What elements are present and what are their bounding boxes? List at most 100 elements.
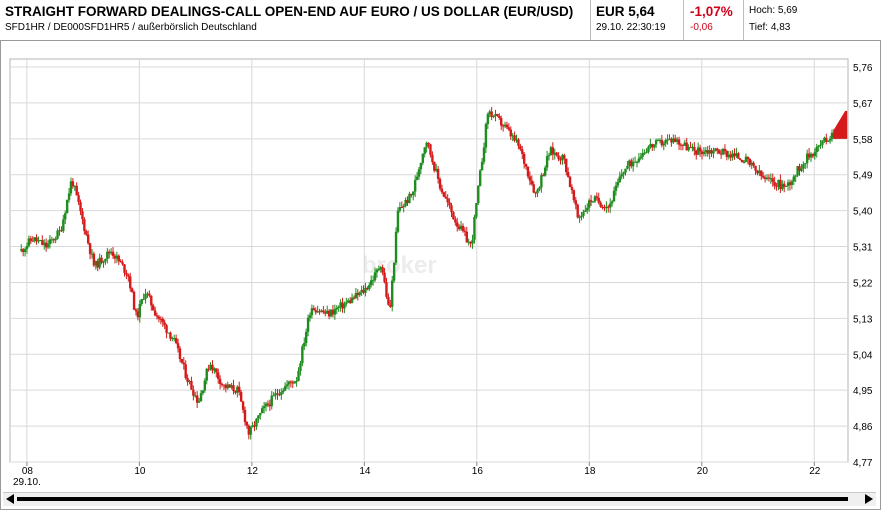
candle bbox=[566, 167, 570, 178]
candle-body bbox=[729, 154, 732, 158]
candle bbox=[352, 295, 356, 300]
candle bbox=[775, 182, 778, 191]
candle-body bbox=[612, 190, 616, 202]
candle bbox=[670, 137, 673, 147]
candle bbox=[169, 331, 172, 342]
candle bbox=[752, 161, 755, 168]
candle-body bbox=[725, 151, 729, 158]
candle-body bbox=[230, 385, 233, 388]
candle-body bbox=[377, 269, 381, 271]
candle-body bbox=[668, 138, 671, 140]
chart-area[interactable]: broker 4,77 4,86 4,95 5,04 5,13 5,22 5,31 5,40 5,… bbox=[0, 41, 881, 491]
scroll-right-icon[interactable] bbox=[865, 494, 873, 504]
candle-body bbox=[348, 300, 352, 303]
candle bbox=[81, 208, 84, 225]
candle-body bbox=[232, 385, 235, 392]
candle bbox=[117, 254, 120, 266]
candle bbox=[444, 190, 447, 200]
candle-body bbox=[582, 211, 585, 216]
candle-body bbox=[56, 230, 59, 239]
candle-body bbox=[350, 297, 354, 303]
candle-body bbox=[303, 343, 306, 347]
x-tick-label: 10 bbox=[134, 466, 146, 477]
change-cell: -1,07% -0,06 bbox=[683, 0, 744, 40]
candle bbox=[742, 160, 746, 164]
candle bbox=[446, 194, 449, 208]
candle-body bbox=[767, 177, 771, 179]
candle bbox=[559, 156, 562, 165]
candle-body bbox=[364, 287, 367, 293]
candle-body bbox=[754, 165, 757, 171]
candle bbox=[48, 235, 52, 249]
candle-body bbox=[706, 150, 709, 154]
scroll-thumb[interactable] bbox=[17, 497, 848, 501]
candle-body bbox=[341, 302, 344, 309]
candle bbox=[712, 147, 715, 159]
candle-body bbox=[69, 181, 73, 194]
candle bbox=[452, 210, 455, 220]
candle bbox=[62, 214, 65, 233]
plot-background bbox=[9, 58, 849, 463]
candle bbox=[660, 134, 664, 148]
candle-body bbox=[52, 239, 55, 241]
candle-body bbox=[119, 260, 122, 263]
candle-body bbox=[387, 296, 390, 305]
candle-body bbox=[291, 382, 294, 384]
candle bbox=[798, 163, 801, 176]
candle-body bbox=[511, 135, 514, 137]
candle-body bbox=[23, 249, 27, 252]
candle bbox=[794, 174, 797, 183]
candle-body bbox=[620, 174, 623, 177]
candle-body bbox=[723, 148, 727, 152]
candle-body bbox=[186, 377, 189, 383]
candle-body bbox=[589, 200, 593, 202]
candle bbox=[21, 247, 25, 257]
candle-body bbox=[807, 153, 811, 158]
candle bbox=[423, 147, 426, 158]
candle bbox=[469, 241, 472, 248]
candle bbox=[52, 238, 55, 244]
candle-body bbox=[245, 421, 249, 426]
candle-body bbox=[111, 251, 115, 256]
candle bbox=[456, 217, 459, 232]
candle-body bbox=[718, 150, 721, 154]
candle bbox=[65, 199, 69, 214]
candle bbox=[167, 332, 170, 334]
candle-body bbox=[758, 170, 761, 174]
candle bbox=[609, 198, 612, 213]
candle bbox=[326, 305, 329, 315]
candle bbox=[232, 379, 235, 395]
candle-body bbox=[788, 182, 792, 186]
candle-body bbox=[199, 393, 203, 402]
candle bbox=[729, 150, 732, 161]
candle bbox=[517, 137, 520, 150]
candle-body bbox=[750, 162, 753, 166]
candle-body bbox=[211, 364, 214, 371]
candle-body bbox=[645, 151, 648, 153]
candle-body bbox=[331, 309, 335, 315]
candle-body bbox=[173, 338, 176, 340]
candle bbox=[763, 175, 767, 183]
candle-body bbox=[610, 201, 614, 204]
candle-body bbox=[255, 418, 258, 427]
candle bbox=[645, 148, 648, 154]
candle bbox=[744, 153, 748, 163]
candle bbox=[500, 115, 503, 130]
candle bbox=[656, 138, 660, 142]
candle-body bbox=[379, 267, 382, 270]
candle bbox=[270, 391, 273, 410]
candle-body bbox=[517, 139, 520, 146]
candle-body bbox=[683, 142, 686, 146]
time-scrollbar[interactable] bbox=[3, 492, 876, 506]
candle-body bbox=[58, 230, 61, 232]
scroll-left-icon[interactable] bbox=[6, 494, 14, 504]
candle bbox=[666, 134, 669, 145]
price-chart[interactable]: broker 4,77 4,86 4,95 5,04 5,13 5,22 5,31 5,40 5,… bbox=[0, 41, 881, 491]
candle-body bbox=[781, 183, 784, 190]
x-tick-label: 12 bbox=[247, 466, 259, 477]
candle bbox=[693, 142, 696, 156]
candle bbox=[115, 251, 119, 264]
candle-body bbox=[174, 338, 178, 344]
candle bbox=[171, 336, 174, 342]
candle bbox=[39, 239, 42, 242]
